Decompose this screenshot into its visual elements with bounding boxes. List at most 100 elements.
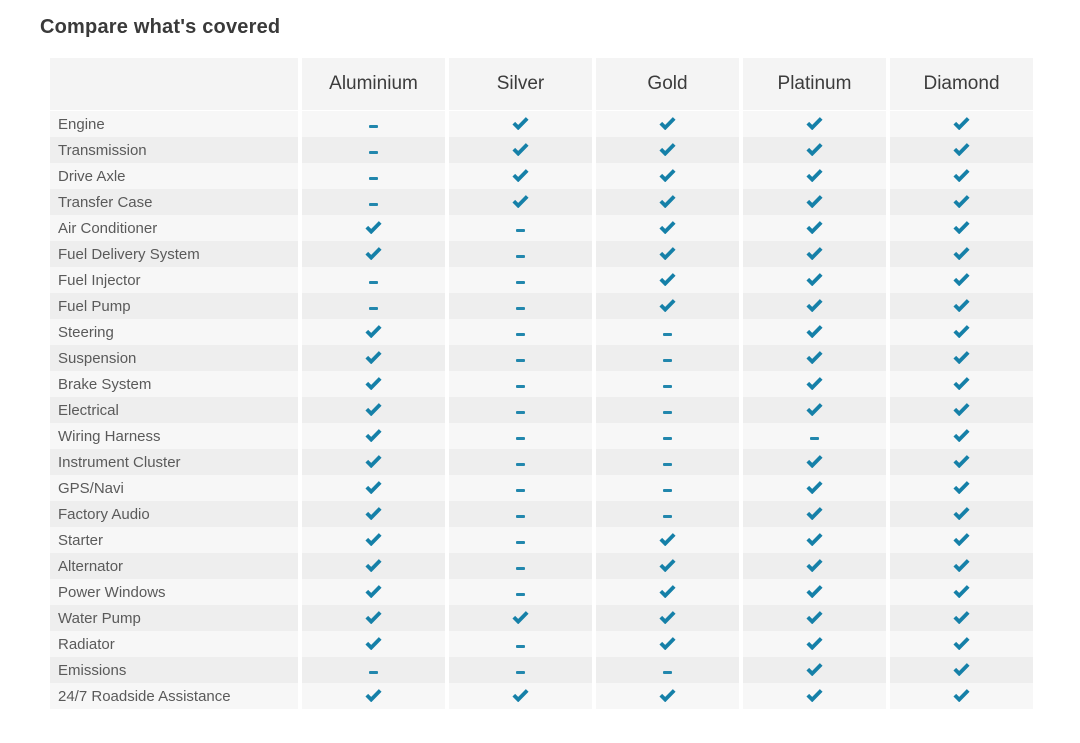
- check-icon: [512, 143, 529, 156]
- coverage-cell-covered: [596, 579, 739, 605]
- coverage-cell-not-covered: [302, 111, 445, 137]
- coverage-cell-not-covered: [302, 267, 445, 293]
- coverage-cell-covered: [743, 163, 886, 189]
- coverage-cell-covered: [890, 475, 1033, 501]
- coverage-cell-covered: [596, 527, 739, 553]
- coverage-cell-covered: [302, 215, 445, 241]
- check-icon: [806, 195, 823, 208]
- check-icon: [806, 507, 823, 520]
- dash-icon: [663, 436, 672, 440]
- coverage-cell-covered: [596, 267, 739, 293]
- check-icon: [659, 637, 676, 650]
- coverage-cell-covered: [302, 553, 445, 579]
- dash-icon: [516, 462, 525, 466]
- table-row: Transmission: [50, 137, 1033, 163]
- row-label: Air Conditioner: [50, 215, 298, 241]
- coverage-cell-not-covered: [449, 345, 592, 371]
- coverage-cell-covered: [743, 579, 886, 605]
- table-row: Power Windows: [50, 579, 1033, 605]
- check-icon: [659, 585, 676, 598]
- row-label: Alternator: [50, 553, 298, 579]
- coverage-cell-not-covered: [449, 631, 592, 657]
- row-label: Drive Axle: [50, 163, 298, 189]
- coverage-cell-covered: [743, 501, 886, 527]
- coverage-cell-covered: [890, 501, 1033, 527]
- dash-icon: [663, 358, 672, 362]
- coverage-cell-covered: [890, 657, 1033, 683]
- row-label: Transfer Case: [50, 189, 298, 215]
- coverage-cell-not-covered: [302, 137, 445, 163]
- coverage-cell-covered: [743, 683, 886, 709]
- check-icon: [512, 117, 529, 130]
- row-label: Power Windows: [50, 579, 298, 605]
- table-row: Steering: [50, 319, 1033, 345]
- coverage-cell-covered: [743, 345, 886, 371]
- coverage-cell-covered: [743, 475, 886, 501]
- row-label: Starter: [50, 527, 298, 553]
- check-icon: [806, 689, 823, 702]
- coverage-cell-covered: [743, 631, 886, 657]
- check-icon: [953, 559, 970, 572]
- coverage-cell-covered: [302, 241, 445, 267]
- check-icon: [365, 247, 382, 260]
- check-icon: [806, 273, 823, 286]
- check-icon: [953, 455, 970, 468]
- table-body: Engine Transmission Drive Axle Transfer …: [50, 111, 1033, 709]
- coverage-cell-covered: [302, 527, 445, 553]
- coverage-cell-covered: [743, 553, 886, 579]
- check-icon: [365, 611, 382, 624]
- dash-icon: [516, 592, 525, 596]
- coverage-cell-not-covered: [449, 579, 592, 605]
- coverage-cell-covered: [743, 267, 886, 293]
- coverage-cell-covered: [596, 163, 739, 189]
- coverage-cell-not-covered: [596, 345, 739, 371]
- dash-icon: [516, 540, 525, 544]
- check-icon: [953, 273, 970, 286]
- check-icon: [806, 403, 823, 416]
- table-row: Electrical: [50, 397, 1033, 423]
- coverage-cell-covered: [596, 241, 739, 267]
- row-label: Fuel Pump: [50, 293, 298, 319]
- coverage-cell-covered: [743, 605, 886, 631]
- check-icon: [806, 169, 823, 182]
- coverage-cell-covered: [743, 293, 886, 319]
- coverage-cell-covered: [302, 345, 445, 371]
- check-icon: [953, 689, 970, 702]
- coverage-cell-not-covered: [449, 449, 592, 475]
- coverage-cell-covered: [302, 397, 445, 423]
- check-icon: [365, 221, 382, 234]
- table-row: Transfer Case: [50, 189, 1033, 215]
- coverage-cell-not-covered: [302, 293, 445, 319]
- check-icon: [953, 403, 970, 416]
- check-icon: [659, 143, 676, 156]
- check-icon: [512, 611, 529, 624]
- row-label: Fuel Injector: [50, 267, 298, 293]
- dash-icon: [663, 462, 672, 466]
- check-icon: [806, 143, 823, 156]
- coverage-cell-covered: [449, 137, 592, 163]
- coverage-cell-not-covered: [449, 527, 592, 553]
- coverage-cell-covered: [449, 163, 592, 189]
- coverage-cell-not-covered: [302, 163, 445, 189]
- row-label: Engine: [50, 111, 298, 137]
- coverage-cell-covered: [302, 371, 445, 397]
- coverage-cell-covered: [890, 267, 1033, 293]
- table-row: Fuel Pump: [50, 293, 1033, 319]
- coverage-cell-covered: [449, 605, 592, 631]
- dash-icon: [663, 332, 672, 336]
- coverage-cell-covered: [449, 683, 592, 709]
- dash-icon: [516, 358, 525, 362]
- row-label: Radiator: [50, 631, 298, 657]
- column-header-silver: Silver: [449, 58, 592, 110]
- coverage-cell-not-covered: [449, 501, 592, 527]
- dash-icon: [516, 332, 525, 336]
- coverage-cell-covered: [890, 527, 1033, 553]
- page-title: Compare what's covered: [40, 16, 281, 38]
- coverage-cell-covered: [449, 111, 592, 137]
- check-icon: [806, 377, 823, 390]
- coverage-cell-not-covered: [449, 657, 592, 683]
- coverage-cell-covered: [302, 605, 445, 631]
- check-icon: [365, 325, 382, 338]
- dash-icon: [369, 670, 378, 674]
- coverage-cell-covered: [596, 553, 739, 579]
